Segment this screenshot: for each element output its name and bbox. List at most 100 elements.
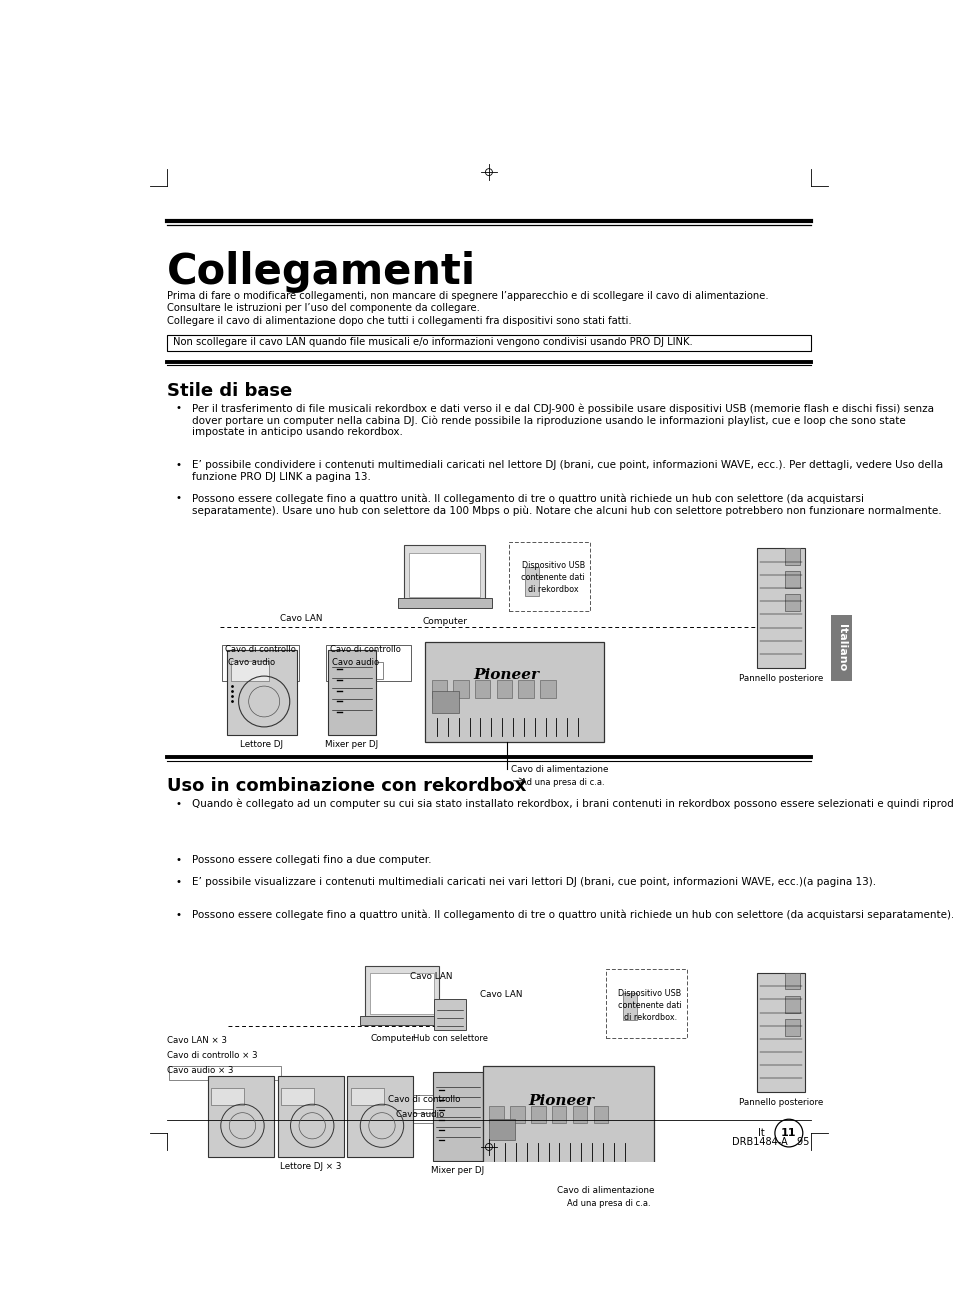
- Text: Dispositivo USB
contenente dati
di rekordbox: Dispositivo USB contenente dati di rekor…: [521, 562, 584, 594]
- Text: Hub con selettore: Hub con selettore: [413, 1034, 487, 1043]
- Text: Quando è collegato ad un computer su cui sia stato installato rekordbox, i brani: Quando è collegato ad un computer su cui…: [192, 798, 953, 808]
- Bar: [453, 680, 468, 699]
- Bar: [211, 1088, 244, 1105]
- Text: Cavo LAN × 3: Cavo LAN × 3: [167, 1036, 227, 1045]
- Bar: [395, 1113, 446, 1123]
- Bar: [433, 1072, 482, 1161]
- Bar: [488, 1106, 503, 1123]
- Bar: [508, 542, 590, 611]
- Text: Mixer per DJ: Mixer per DJ: [431, 1166, 484, 1175]
- Bar: [593, 1106, 608, 1123]
- Bar: [488, 1119, 514, 1140]
- Text: Cavo audio: Cavo audio: [332, 658, 379, 667]
- Bar: [483, 1067, 654, 1166]
- Bar: [326, 645, 411, 682]
- Bar: [784, 995, 800, 1012]
- Bar: [475, 680, 490, 699]
- Text: Pioneer: Pioneer: [527, 1094, 594, 1107]
- Text: Per il trasferimento di file musicali rekordbox e dati verso il e dal CDJ-900 è : Per il trasferimento di file musicali re…: [192, 404, 933, 438]
- Bar: [431, 680, 447, 699]
- Bar: [228, 662, 274, 679]
- Bar: [830, 615, 852, 680]
- Text: Lettore DJ × 3: Lettore DJ × 3: [279, 1162, 341, 1171]
- Text: •: •: [174, 910, 181, 919]
- Bar: [530, 1106, 545, 1123]
- Bar: [388, 1094, 465, 1109]
- Bar: [409, 552, 479, 597]
- Bar: [169, 1067, 281, 1080]
- Text: Computer: Computer: [422, 616, 467, 626]
- Bar: [551, 1106, 566, 1123]
- Bar: [280, 1088, 314, 1105]
- Bar: [370, 973, 434, 1015]
- Bar: [434, 999, 466, 1029]
- Text: E’ possibile visualizzare i contenuti multimediali caricati nei vari lettori DJ : E’ possibile visualizzare i contenuti mu…: [192, 876, 875, 887]
- Text: Cavo audio: Cavo audio: [395, 1110, 444, 1119]
- Bar: [397, 598, 491, 607]
- Text: •: •: [174, 460, 181, 470]
- Bar: [784, 549, 800, 565]
- Bar: [221, 645, 298, 682]
- Text: Cavo di controllo: Cavo di controllo: [388, 1094, 460, 1104]
- Text: Cavo di controllo: Cavo di controllo: [330, 645, 400, 653]
- Text: It: It: [758, 1128, 764, 1138]
- Text: •: •: [174, 404, 181, 413]
- Text: Cavo di alimentazione: Cavo di alimentazione: [557, 1186, 654, 1195]
- Text: Pioneer: Pioneer: [474, 669, 539, 682]
- Bar: [622, 994, 637, 1020]
- Bar: [277, 1076, 343, 1157]
- Bar: [572, 1106, 587, 1123]
- Text: Collegare il cavo di alimentazione dopo che tutti i collegamenti fra dispositivi: Collegare il cavo di alimentazione dopo …: [167, 316, 631, 326]
- Text: Cavo di controllo: Cavo di controllo: [225, 645, 296, 653]
- Bar: [784, 973, 800, 990]
- Text: Uso in combinazione con rekordbox: Uso in combinazione con rekordbox: [167, 777, 526, 795]
- Bar: [404, 545, 485, 601]
- Text: Stile di base: Stile di base: [167, 381, 293, 400]
- Text: Prima di fare o modificare collegamenti, non mancare di spegnere l’apparecchio e: Prima di fare o modificare collegamenti,…: [167, 291, 768, 300]
- Text: Cavo LAN: Cavo LAN: [279, 614, 322, 623]
- Bar: [517, 680, 534, 699]
- Bar: [431, 691, 458, 713]
- Text: Ad una presa di c.a.: Ad una presa di c.a.: [520, 778, 603, 786]
- Bar: [784, 571, 800, 588]
- Text: Cavo di alimentazione: Cavo di alimentazione: [510, 765, 607, 774]
- Bar: [350, 1088, 383, 1105]
- Bar: [509, 1106, 524, 1123]
- Text: Possono essere collegate fino a quattro unità. Il collegamento di tre o quattro : Possono essere collegate fino a quattro …: [192, 910, 953, 921]
- Text: Pannello posteriore: Pannello posteriore: [739, 674, 822, 683]
- Text: Lettore DJ: Lettore DJ: [240, 741, 283, 750]
- Bar: [757, 549, 804, 667]
- Text: DRB1484-A   95: DRB1484-A 95: [731, 1138, 808, 1147]
- Text: Collegamenti: Collegamenti: [167, 251, 476, 293]
- Text: Consultare le istruzioni per l’uso del componente da collegare.: Consultare le istruzioni per l’uso del c…: [167, 303, 479, 313]
- Text: Ad una presa di c.a.: Ad una presa di c.a.: [567, 1199, 650, 1208]
- Bar: [208, 1076, 274, 1157]
- Bar: [227, 650, 296, 734]
- Text: Cavo LAN: Cavo LAN: [410, 972, 452, 981]
- Bar: [365, 965, 438, 1017]
- Bar: [539, 680, 555, 699]
- Text: •: •: [174, 798, 181, 808]
- Text: Pannello posteriore: Pannello posteriore: [739, 1098, 822, 1107]
- Bar: [605, 969, 686, 1038]
- Text: E’ possibile condividere i contenuti multimediali caricati nel lettore DJ (brani: E’ possibile condividere i contenuti mul…: [192, 460, 943, 482]
- Text: Mixer per DJ: Mixer per DJ: [325, 741, 378, 750]
- Bar: [784, 1019, 800, 1036]
- Bar: [524, 567, 537, 596]
- Text: Possono essere collegati fino a due computer.: Possono essere collegati fino a due comp…: [192, 855, 431, 866]
- Text: Computer: Computer: [370, 1034, 415, 1043]
- Text: •: •: [174, 494, 181, 503]
- Text: Cavo audio: Cavo audio: [228, 658, 274, 667]
- Text: 11: 11: [781, 1128, 796, 1138]
- Text: •: •: [174, 855, 181, 866]
- Text: Non scollegare il cavo LAN quando file musicali e/o informazioni vengono condivi: Non scollegare il cavo LAN quando file m…: [172, 337, 692, 347]
- Bar: [757, 973, 804, 1092]
- Bar: [784, 594, 800, 611]
- Text: •: •: [174, 876, 181, 887]
- Text: Cavo audio × 3: Cavo audio × 3: [167, 1067, 233, 1075]
- Text: Italiano: Italiano: [836, 624, 845, 671]
- Bar: [231, 661, 269, 680]
- Text: Dispositivo USB
contenente dati
di rekordbox.: Dispositivo USB contenente dati di rekor…: [618, 990, 681, 1023]
- Text: Possono essere collegate fino a quattro unità. Il collegamento di tre o quattro : Possono essere collegate fino a quattro …: [192, 494, 941, 516]
- Bar: [347, 1076, 413, 1157]
